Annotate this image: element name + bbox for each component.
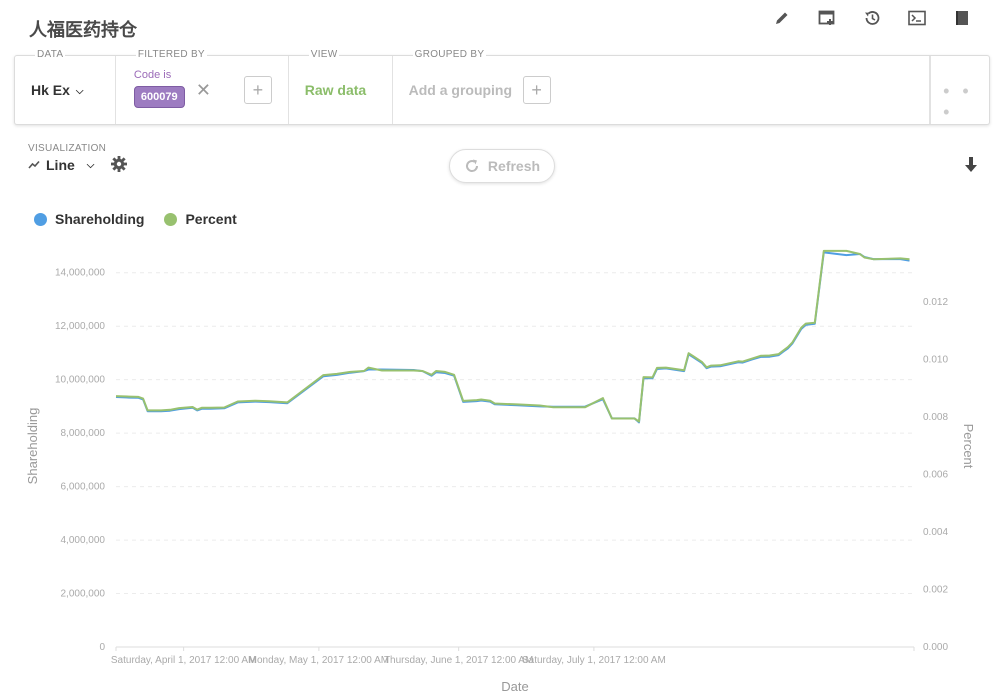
x-axis-title: Date	[501, 679, 528, 692]
y-right-tick-label: 0.006	[923, 470, 948, 481]
view-label: VIEW	[308, 49, 340, 60]
filter-value-chip[interactable]: 600079	[133, 86, 185, 108]
y-left-tick-label: 6,000,000	[61, 482, 106, 493]
chevron-down-icon: ⌵	[86, 159, 95, 171]
view-section: VIEW Raw data	[289, 49, 393, 124]
x-tick-label: Saturday, July 1, 2017 12:00 AM	[522, 655, 666, 666]
history-icon[interactable]	[849, 8, 894, 28]
y-left-tick-label: 10,000,000	[55, 375, 105, 386]
add-grouping-button[interactable]: +	[522, 76, 551, 104]
legend-dot-percent	[164, 212, 178, 226]
gear-icon[interactable]	[110, 155, 128, 178]
more-section: • • •	[930, 56, 989, 124]
chevron-down-icon: ⌵	[75, 85, 84, 97]
x-tick-label: Monday, May 1, 2017 12:00 AM	[249, 655, 389, 666]
view-select[interactable]: Raw data	[304, 82, 367, 98]
line-chart-icon	[28, 160, 40, 169]
y-left-tick-label: 14,000,000	[55, 268, 105, 279]
y-left-tick-label: 2,000,000	[61, 589, 106, 600]
y-right-tick-label: 0.010	[923, 355, 948, 366]
legend-label-shareholding: Shareholding	[55, 211, 145, 227]
visualization-value: Line	[46, 157, 75, 173]
y-right-tick-label: 0.000	[923, 642, 948, 653]
visualization-select[interactable]: Line ⌵	[28, 157, 94, 173]
terminal-icon[interactable]	[894, 8, 939, 28]
y-right-tick-label: 0.008	[923, 412, 948, 423]
data-source-value: Hk Ex	[31, 82, 70, 98]
y-right-tick-label: 0.012	[923, 297, 948, 308]
data-section: DATA Hk Ex ⌵	[15, 49, 116, 124]
group-section: GROUPED BY Add a grouping +	[393, 49, 931, 124]
y-left-tick-label: 0	[99, 642, 105, 653]
book-icon[interactable]	[939, 8, 984, 28]
page-title: 人福医药持仓	[29, 20, 137, 40]
query-bar: DATA Hk Ex ⌵ FILTERED BY Code is 600079 ✕…	[14, 49, 990, 125]
refresh-icon	[465, 159, 478, 172]
filter-section: FILTERED BY Code is 600079 ✕ +	[116, 49, 289, 124]
y-left-tick-label: 12,000,000	[55, 321, 105, 332]
y-right-tick-label: 0.004	[923, 527, 948, 538]
refresh-label: Refresh	[487, 158, 541, 174]
filter-field[interactable]: Code is	[133, 69, 172, 81]
legend-item-shareholding[interactable]: Shareholding	[34, 211, 144, 227]
y-left-axis-title: Shareholding	[25, 408, 40, 485]
data-label: DATA	[35, 49, 66, 60]
x-tick-label: Thursday, June 1, 2017 12:00 AM	[384, 655, 533, 666]
download-icon[interactable]	[964, 156, 978, 179]
add-grouping-link[interactable]: Add a grouping	[408, 82, 513, 98]
add-filter-button[interactable]: +	[243, 76, 272, 104]
more-options-button[interactable]: • • •	[943, 81, 973, 122]
chart-legend: Shareholding Percent	[34, 211, 237, 227]
group-label: GROUPED BY	[412, 49, 487, 60]
x-tick-label: Saturday, April 1, 2017 12:00 AM	[111, 655, 256, 666]
series-line-shareholding	[115, 251, 910, 424]
refresh-button[interactable]: Refresh	[449, 149, 555, 183]
series-line-percent	[115, 249, 910, 423]
visualization-label: VISUALIZATION	[28, 143, 107, 154]
plus-icon: +	[252, 79, 264, 100]
y-right-axis-title: Percent	[961, 424, 976, 469]
y-left-tick-label: 8,000,000	[61, 428, 106, 439]
top-toolbar	[759, 8, 984, 28]
filter-label: FILTERED BY	[135, 49, 207, 60]
legend-item-percent[interactable]: Percent	[164, 211, 237, 227]
add-to-dashboard-icon[interactable]	[804, 8, 849, 28]
legend-dot-shareholding	[34, 212, 47, 226]
legend-label-percent: Percent	[185, 211, 237, 227]
plus-icon: +	[531, 79, 542, 100]
pencil-icon[interactable]	[759, 8, 804, 28]
data-source-select[interactable]: Hk Ex ⌵	[31, 82, 84, 98]
close-icon[interactable]: ✕	[195, 80, 211, 100]
y-right-tick-label: 0.002	[923, 585, 948, 596]
y-left-tick-label: 4,000,000	[61, 535, 106, 546]
